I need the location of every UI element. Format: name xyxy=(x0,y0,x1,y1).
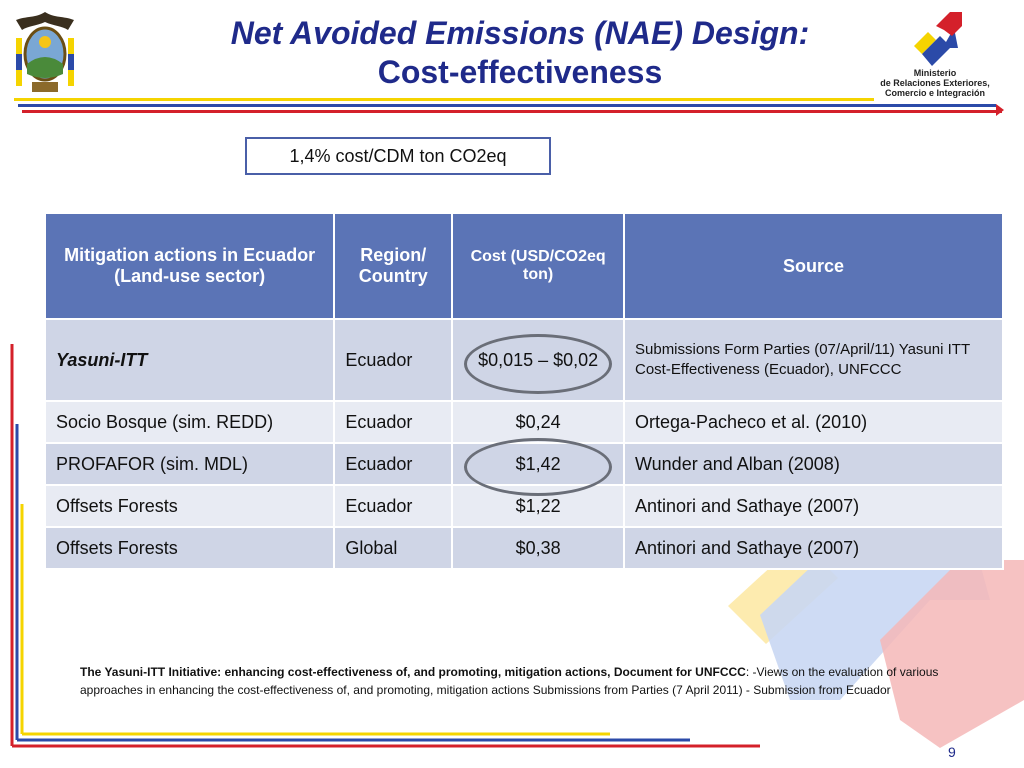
cell-action: Offsets Forests xyxy=(43,526,336,570)
header-stripe-blue xyxy=(18,104,996,107)
header-region-country: Region/ Country xyxy=(333,212,454,320)
header-stripe-red xyxy=(22,110,1002,113)
cell-source: Antinori and Sathaye (2007) xyxy=(623,484,1004,528)
table-row: Offsets Forests Ecuador $1,22 Antinori a… xyxy=(43,484,1004,528)
cell-cost: $0,24 xyxy=(451,400,625,444)
header-arrow-icon xyxy=(996,104,1004,116)
footnote-text: : -Views on the evaluation of various ap… xyxy=(80,665,939,697)
footnote-title: The Yasuni-ITT Initiative: enhancing cos… xyxy=(80,665,746,679)
cell-cost: $1,22 xyxy=(451,484,625,528)
cell-region: Ecuador xyxy=(333,484,454,528)
ministry-line-2: de Relaciones Exteriores, xyxy=(880,78,990,88)
cell-action: PROFAFOR (sim. MDL) xyxy=(43,442,336,486)
cdm-cost-callout: 1,4% cost/CDM ton CO2eq xyxy=(245,137,551,175)
header-source: Source xyxy=(623,212,1004,320)
ecuador-coat-of-arms-icon xyxy=(16,12,74,92)
highlight-ring-yasuni-cost xyxy=(464,334,612,394)
title-line-1: Net Avoided Emissions (NAE) Design: xyxy=(230,15,810,51)
cell-source: Submissions Form Parties (07/April/11) Y… xyxy=(623,318,1004,402)
cell-action: Offsets Forests xyxy=(43,484,336,528)
ministry-line-3: Comercio e Integración xyxy=(884,88,986,98)
ministry-line-1: Ministerio xyxy=(913,68,957,78)
slide-title: Net Avoided Emissions (NAE) Design: Cost… xyxy=(180,14,860,92)
cell-source: Wunder and Alban (2008) xyxy=(623,442,1004,486)
cell-region: Ecuador xyxy=(333,318,454,402)
page-number: 9 xyxy=(948,744,956,760)
cell-source: Antinori and Sathaye (2007) xyxy=(623,526,1004,570)
header-mitigation-actions: Mitigation actions in Ecuador (Land-use … xyxy=(43,212,336,320)
cell-source: Ortega-Pacheco et al. (2010) xyxy=(623,400,1004,444)
table-row: Socio Bosque (sim. REDD) Ecuador $0,24 O… xyxy=(43,400,1004,444)
cell-region: Ecuador xyxy=(333,400,454,444)
title-line-2: Cost-effectiveness xyxy=(377,54,663,90)
cell-action: Socio Bosque (sim. REDD) xyxy=(43,400,336,444)
cell-region: Global xyxy=(333,526,454,570)
header-cost: Cost (USD/CO2eq ton) xyxy=(451,212,625,320)
ministry-logo-icon xyxy=(914,12,962,66)
highlight-ring-profafor-cost xyxy=(464,438,612,496)
header-stripe-yellow xyxy=(14,98,874,101)
cell-cost: $0,38 xyxy=(451,526,625,570)
ministry-name: Ministerio de Relaciones Exteriores, Com… xyxy=(880,68,990,98)
cell-action: Yasuni-ITT xyxy=(43,318,336,402)
cell-region: Ecuador xyxy=(333,442,454,486)
table-row: Offsets Forests Global $0,38 Antinori an… xyxy=(43,526,1004,570)
footnote: The Yasuni-ITT Initiative: enhancing cos… xyxy=(80,663,960,699)
